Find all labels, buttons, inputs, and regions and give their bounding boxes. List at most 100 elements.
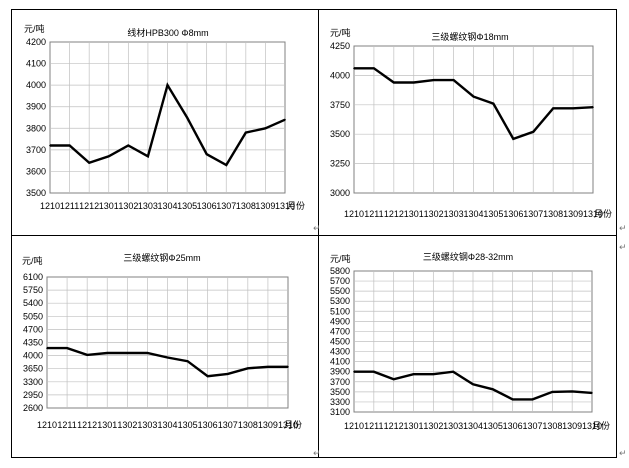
y-tick-label: 3500: [330, 129, 350, 139]
data-point: [373, 370, 375, 373]
y-tick-label: 5800: [330, 266, 350, 276]
x-tick-label: 1310: [582, 421, 602, 431]
y-tick-label: 4900: [330, 316, 350, 326]
x-tick-label: 1309: [563, 209, 583, 219]
y-tick-label: 3300: [330, 397, 350, 407]
data-point: [532, 131, 535, 133]
x-tick-label: 1308: [542, 421, 562, 431]
y-tick-label: 3900: [26, 102, 46, 112]
chart-title: 三级螺纹钢Φ28-32mm: [423, 251, 513, 262]
x-tick-label: 1210: [40, 201, 60, 211]
chart-title: 三级螺纹钢Φ18mm: [431, 31, 508, 42]
data-point: [166, 356, 169, 359]
data-point: [373, 67, 375, 70]
paragraph-mark-icon: ↵: [313, 224, 321, 234]
data-point: [247, 367, 249, 370]
chart-title: 三级螺纹钢Φ25mm: [123, 252, 200, 263]
x-tick-label: 1301: [404, 209, 424, 219]
y-tick-label: 3900: [330, 367, 350, 377]
data-point: [511, 398, 514, 401]
data-point: [225, 164, 228, 166]
y-tick-label: 6100: [23, 272, 43, 282]
x-tick-label: 1302: [118, 201, 138, 211]
y-tick-label: 3700: [26, 145, 46, 155]
data-point: [267, 366, 269, 368]
data-point: [472, 383, 474, 386]
y-axis-label: 元/吨: [24, 23, 45, 34]
x-tick-label: 1212: [77, 420, 97, 430]
paragraph-mark-icon: ↵: [619, 243, 627, 253]
y-tick-label: 2600: [23, 403, 43, 413]
x-tick-label: 1212: [384, 421, 404, 431]
y-tick-label: 5100: [330, 306, 350, 316]
x-tick-label: 1307: [523, 209, 543, 219]
data-point: [393, 81, 395, 84]
x-tick-label: 1306: [198, 420, 218, 430]
x-tick-label: 1310: [583, 209, 603, 219]
y-tick-label: 3500: [26, 188, 46, 198]
data-point: [571, 390, 573, 393]
chart-grid-frame: [11, 9, 617, 458]
x-tick-label: 1211: [60, 201, 79, 211]
chart-1: 3500 3600 3700 3800 3900 4000 4100 4200 1210 1211…: [24, 23, 305, 211]
x-tick-label: 1309: [562, 421, 582, 431]
data-point: [572, 107, 574, 110]
x-tick-label: 1301: [97, 420, 117, 430]
y-tick-label: 4000: [26, 80, 46, 90]
y-tick-label: 5500: [330, 286, 350, 296]
data-point: [226, 373, 229, 375]
y-tick-label: 2950: [23, 390, 43, 400]
data-point: [107, 155, 110, 158]
y-tick-label: 4300: [330, 347, 350, 357]
x-tick-label: 1212: [79, 201, 99, 211]
y-tick-label: 5300: [330, 296, 350, 306]
y-axis-label: 元/吨: [22, 255, 43, 266]
y-tick-label: 4100: [26, 59, 46, 69]
x-tick-label: 1310: [278, 420, 298, 430]
x-tick-label: 1303: [444, 209, 464, 219]
data-point: [106, 352, 109, 354]
y-tick-label: 3700: [330, 377, 350, 387]
x-tick-label: 1210: [344, 421, 364, 431]
x-tick-label: 1303: [138, 201, 158, 211]
x-tick-label: 1301: [99, 201, 119, 211]
data-point: [432, 79, 435, 81]
x-tick-label: 1308: [543, 209, 563, 219]
horizontal-divider: [11, 235, 617, 236]
x-tick-label: 1212: [384, 209, 404, 219]
data-point: [166, 84, 169, 86]
x-tick-label: 1306: [503, 421, 523, 431]
data-point: [127, 144, 130, 147]
x-tick-label: 1305: [483, 421, 503, 431]
x-tick-label: 1303: [137, 420, 157, 430]
data-point: [412, 373, 415, 376]
y-tick-label: 3600: [26, 166, 46, 176]
data-point: [245, 131, 247, 134]
chart-4: 3100330035003700390041004300450047004900…: [330, 251, 610, 431]
x-tick-label: 1211: [57, 420, 76, 430]
y-tick-label: 4700: [330, 326, 350, 336]
paragraph-mark-icon: ↵: [313, 449, 321, 459]
y-tick-label: 4500: [330, 337, 350, 347]
y-tick-label: 3300: [23, 377, 43, 387]
x-tick-label: 1304: [463, 209, 483, 219]
x-tick-label: 1307: [216, 201, 236, 211]
x-tick-label: 1308: [238, 420, 258, 430]
y-tick-label: 4350: [23, 338, 43, 348]
data-point: [264, 127, 267, 130]
y-tick-label: 4000: [23, 351, 43, 361]
data-point: [287, 366, 289, 368]
data-point: [452, 79, 455, 81]
y-tick-label: 3750: [330, 100, 350, 110]
data-point: [68, 144, 71, 147]
x-tick-label: 1306: [197, 201, 217, 211]
x-tick-label: 1307: [218, 420, 238, 430]
y-tick-label: 3250: [330, 159, 350, 169]
data-point: [86, 354, 88, 356]
x-tick-label: 1210: [37, 420, 57, 430]
x-tick-label: 1302: [423, 421, 443, 431]
data-point: [88, 162, 90, 164]
data-point: [146, 352, 149, 354]
chart-title: 线材HPB300 Φ8mm: [127, 27, 208, 38]
